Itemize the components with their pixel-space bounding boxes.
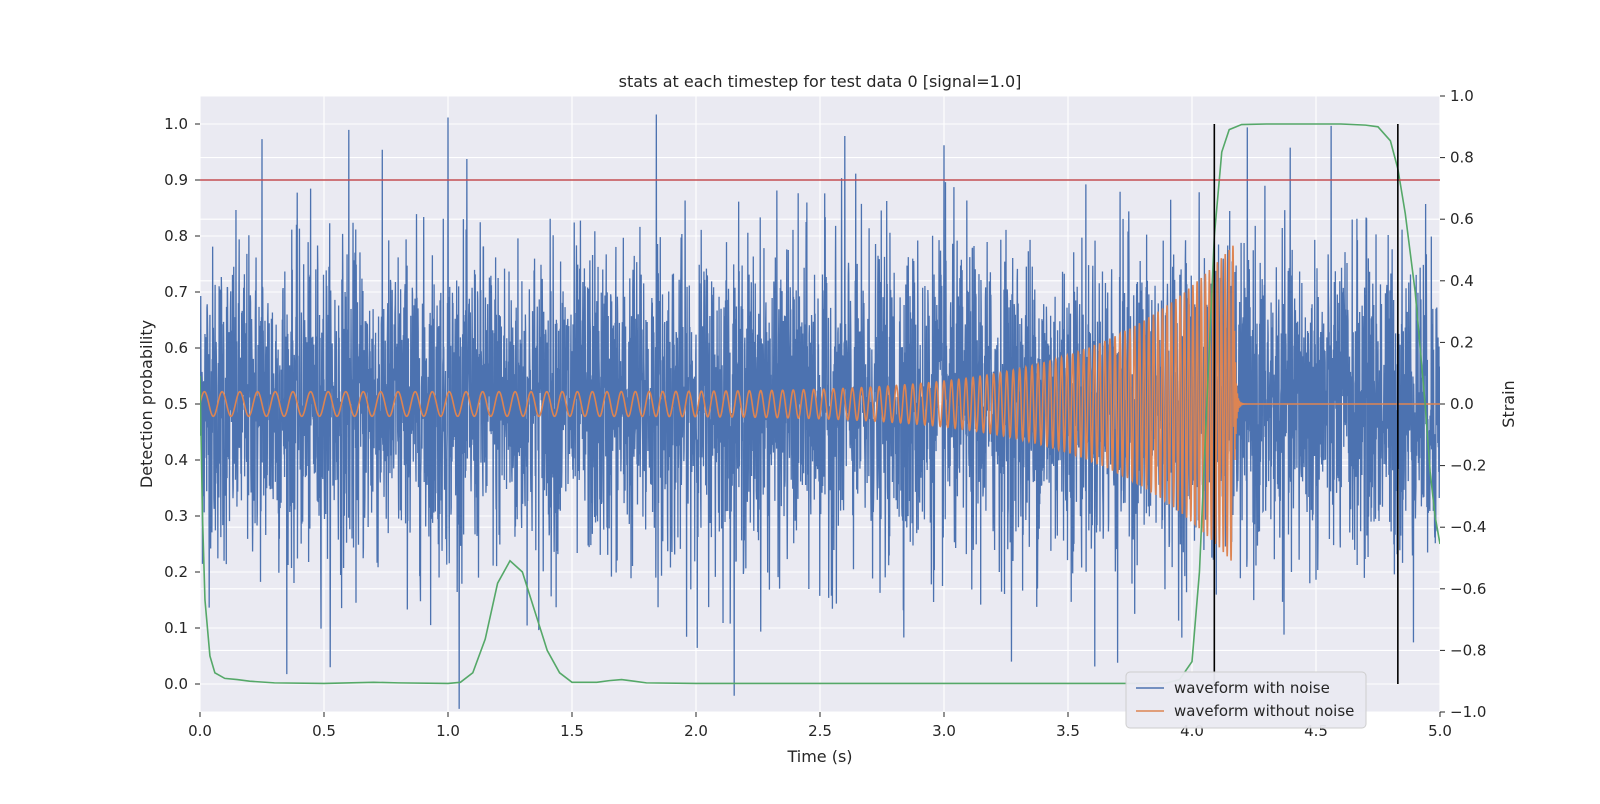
y-tick-label: 0.6 [164,339,188,357]
y2-tick-label: 0.2 [1450,333,1474,351]
plot-area [200,114,1440,709]
y2-tick-label: 0.6 [1450,210,1474,228]
x-tick-label: 2.0 [684,722,708,740]
legend-label: waveform without noise [1174,702,1354,720]
y2-tick-label: 0.4 [1450,272,1474,290]
series-line-0 [200,114,1440,709]
y-tick-label: 0.7 [164,283,188,301]
x-tick-label: 5.0 [1428,722,1452,740]
x-tick-label: 2.5 [808,722,832,740]
y-axis-label: Detection probability [137,320,156,488]
legend-box [1125,671,1367,729]
x-tick-label: 3.5 [1056,722,1080,740]
series-layer [200,114,1440,709]
y-tick-label: 0.5 [164,395,188,413]
y-tick-label: 0.8 [164,227,188,245]
y-tick-label: 0.4 [164,451,188,469]
y2-tick-label: 0.0 [1450,395,1474,413]
x-tick-label: 1.5 [560,722,584,740]
axes: 0.0 0.5 1.0 1.5 2.0 2.5 3.0 3.5 4.0 4.5 5.00.00.10… [164,87,1486,740]
x-tick-label: 0.5 [312,722,336,740]
y-tick-label: 0.1 [164,619,188,637]
y2-axis-label: Strain [1499,380,1518,427]
x-tick-label: 1.0 [436,722,460,740]
y-tick-label: 0.0 [164,675,188,693]
y-tick-label: 1.0 [164,115,188,133]
legend: waveform with noise waveform without nois… [1125,671,1367,729]
x-tick-label: 0.0 [188,722,212,740]
series-line-1 [200,245,1440,561]
chart-title: stats at each timestep for test data 0 [… [619,72,1022,91]
series-line-2 [200,123,1440,685]
x-tick-label: 3.0 [932,722,956,740]
legend-label: waveform with noise [1174,679,1330,697]
y2-tick-label: −1.0 [1450,703,1486,721]
y2-tick-label: −0.2 [1450,457,1486,475]
y2-tick-label: −0.6 [1450,580,1486,598]
y2-tick-label: −0.4 [1450,518,1486,536]
y2-tick-label: −0.8 [1450,641,1486,659]
y-tick-label: 0.2 [164,563,188,581]
y2-tick-label: 0.8 [1450,149,1474,167]
y-tick-label: 0.9 [164,171,188,189]
y-tick-label: 0.3 [164,507,188,525]
y2-tick-label: 1.0 [1450,87,1474,105]
x-axis-label: Time (s) [786,747,852,766]
